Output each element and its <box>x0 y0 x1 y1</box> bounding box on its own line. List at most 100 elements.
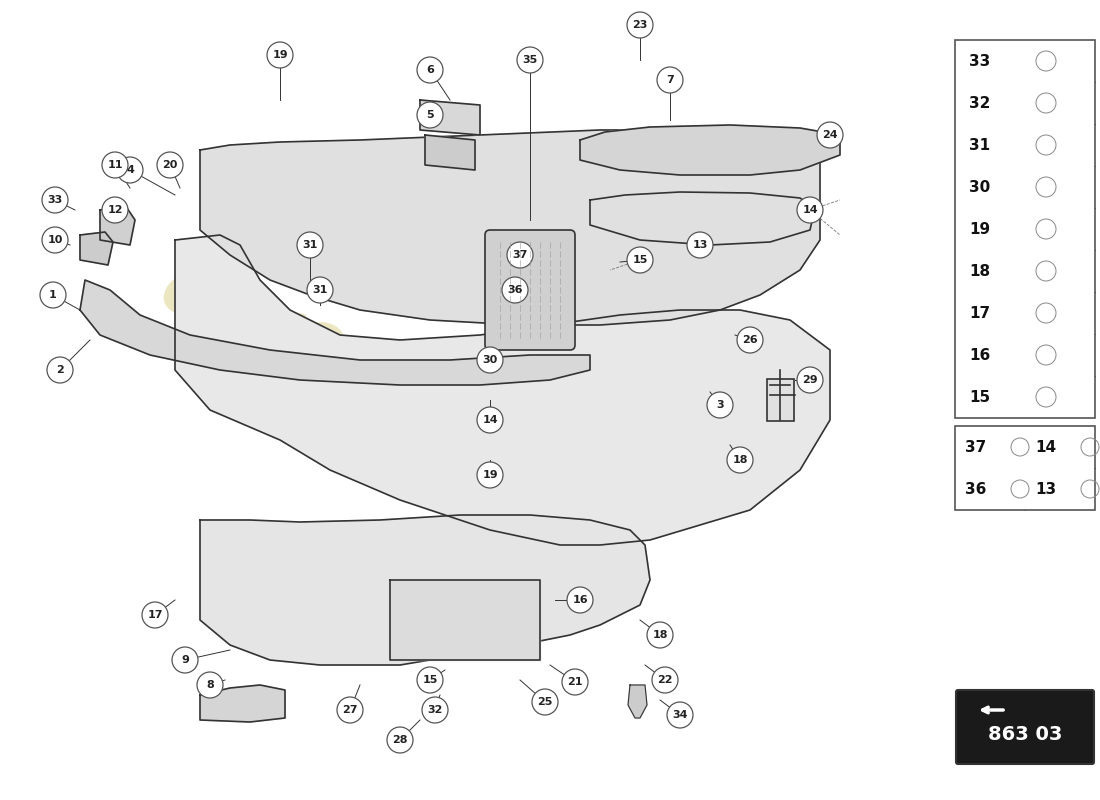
Circle shape <box>47 357 73 383</box>
Text: 21: 21 <box>568 677 583 687</box>
Text: 34: 34 <box>672 710 688 720</box>
Text: eurocarparts: eurocarparts <box>151 252 690 508</box>
Circle shape <box>337 697 363 723</box>
Text: 29: 29 <box>802 375 817 385</box>
Text: 11: 11 <box>108 160 123 170</box>
Polygon shape <box>390 580 540 660</box>
Text: 28: 28 <box>393 735 408 745</box>
Text: 13: 13 <box>692 240 707 250</box>
Text: 27: 27 <box>342 705 358 715</box>
Text: 17: 17 <box>969 306 990 321</box>
Circle shape <box>502 277 528 303</box>
Text: 32: 32 <box>969 95 990 110</box>
Circle shape <box>142 602 168 628</box>
Circle shape <box>417 57 443 83</box>
Text: 33: 33 <box>47 195 63 205</box>
Text: 31: 31 <box>312 285 328 295</box>
Text: 33: 33 <box>969 54 990 69</box>
Text: a passion for parts since 1985: a passion for parts since 1985 <box>229 378 551 512</box>
Polygon shape <box>628 685 647 718</box>
Text: 30: 30 <box>969 179 990 194</box>
Text: 8: 8 <box>206 680 213 690</box>
Text: 15: 15 <box>422 675 438 685</box>
Circle shape <box>422 697 448 723</box>
Circle shape <box>267 42 293 68</box>
Circle shape <box>517 47 543 73</box>
Polygon shape <box>425 135 475 170</box>
Text: 31: 31 <box>302 240 318 250</box>
Text: 15: 15 <box>969 390 990 405</box>
Circle shape <box>647 622 673 648</box>
Circle shape <box>387 727 412 753</box>
Circle shape <box>667 702 693 728</box>
Text: 15: 15 <box>632 255 648 265</box>
Circle shape <box>817 122 843 148</box>
Circle shape <box>40 282 66 308</box>
Text: 7: 7 <box>667 75 674 85</box>
Circle shape <box>477 347 503 373</box>
Text: 25: 25 <box>537 697 552 707</box>
Circle shape <box>417 102 443 128</box>
Circle shape <box>477 407 503 433</box>
FancyBboxPatch shape <box>767 379 794 421</box>
Circle shape <box>477 462 503 488</box>
Text: 3: 3 <box>716 400 724 410</box>
Polygon shape <box>200 130 820 325</box>
Circle shape <box>417 667 443 693</box>
Polygon shape <box>420 100 480 135</box>
Text: 16: 16 <box>572 595 587 605</box>
Text: 32: 32 <box>427 705 442 715</box>
Text: 2: 2 <box>56 365 64 375</box>
Circle shape <box>688 232 713 258</box>
Circle shape <box>652 667 678 693</box>
Circle shape <box>307 277 333 303</box>
Text: 24: 24 <box>822 130 838 140</box>
Text: 5: 5 <box>426 110 433 120</box>
Text: 36: 36 <box>507 285 522 295</box>
Circle shape <box>566 587 593 613</box>
Text: 13: 13 <box>1035 482 1056 497</box>
Text: 17: 17 <box>147 610 163 620</box>
Polygon shape <box>80 232 113 265</box>
Text: 37: 37 <box>513 250 528 260</box>
Text: 10: 10 <box>47 235 63 245</box>
Circle shape <box>727 447 754 473</box>
Polygon shape <box>580 125 840 175</box>
Text: 6: 6 <box>426 65 433 75</box>
Text: 9: 9 <box>182 655 189 665</box>
Text: 1: 1 <box>50 290 57 300</box>
Circle shape <box>42 227 68 253</box>
Circle shape <box>798 367 823 393</box>
Text: 22: 22 <box>658 675 673 685</box>
Text: 30: 30 <box>483 355 497 365</box>
Circle shape <box>102 197 128 223</box>
Text: 863 03: 863 03 <box>988 725 1063 743</box>
Polygon shape <box>175 235 830 545</box>
Text: 14: 14 <box>1035 439 1056 454</box>
Circle shape <box>102 152 128 178</box>
Text: 26: 26 <box>742 335 758 345</box>
FancyBboxPatch shape <box>955 40 1094 418</box>
Text: 20: 20 <box>163 160 178 170</box>
Circle shape <box>562 669 588 695</box>
Text: 4: 4 <box>126 165 134 175</box>
Circle shape <box>507 242 534 268</box>
Text: 35: 35 <box>522 55 538 65</box>
Text: 37: 37 <box>965 439 987 454</box>
Text: 31: 31 <box>969 138 990 153</box>
Circle shape <box>197 672 223 698</box>
FancyBboxPatch shape <box>955 426 1094 510</box>
Polygon shape <box>80 280 590 385</box>
Circle shape <box>42 187 68 213</box>
Text: 14: 14 <box>482 415 498 425</box>
Circle shape <box>172 647 198 673</box>
FancyBboxPatch shape <box>956 690 1094 764</box>
Circle shape <box>627 247 653 273</box>
Circle shape <box>707 392 733 418</box>
FancyBboxPatch shape <box>485 230 575 350</box>
Text: 18: 18 <box>652 630 668 640</box>
Text: 12: 12 <box>108 205 123 215</box>
Text: 18: 18 <box>733 455 748 465</box>
Text: 18: 18 <box>969 263 990 278</box>
Text: 19: 19 <box>272 50 288 60</box>
